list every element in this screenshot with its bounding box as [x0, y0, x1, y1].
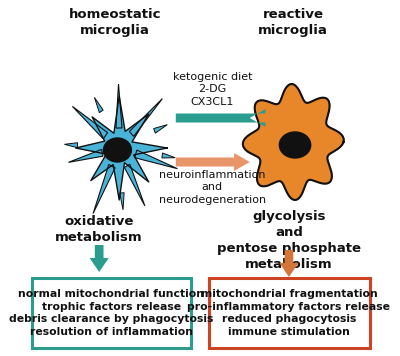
Text: normal mitochondrial function
trophic factors release
debris clearance by phagoc: normal mitochondrial function trophic fa…	[9, 289, 214, 337]
Polygon shape	[243, 84, 344, 200]
Polygon shape	[120, 193, 124, 210]
Polygon shape	[162, 153, 175, 158]
Polygon shape	[93, 164, 115, 214]
Text: oxidative
metabolism: oxidative metabolism	[55, 215, 143, 244]
Text: homeostatic
microglia: homeostatic microglia	[68, 8, 161, 37]
Text: mitochondrial fragmentation
pro-inflammatory factors release
reduced phagocytosi: mitochondrial fragmentation pro-inflamma…	[188, 289, 390, 337]
Polygon shape	[94, 98, 103, 112]
Polygon shape	[64, 143, 78, 148]
Polygon shape	[135, 150, 178, 169]
Polygon shape	[154, 125, 167, 133]
FancyBboxPatch shape	[209, 278, 370, 348]
Polygon shape	[124, 164, 145, 206]
FancyBboxPatch shape	[32, 278, 190, 348]
Polygon shape	[116, 84, 122, 128]
Polygon shape	[76, 96, 167, 200]
Ellipse shape	[279, 132, 311, 158]
Polygon shape	[279, 250, 298, 277]
Polygon shape	[68, 150, 103, 162]
Polygon shape	[176, 109, 266, 127]
Polygon shape	[90, 245, 109, 272]
Text: ketogenic diet
2-DG
CX3CL1: ketogenic diet 2-DG CX3CL1	[172, 72, 252, 107]
Polygon shape	[72, 106, 108, 139]
Text: glycolysis
and
pentose phosphate
metabolism: glycolysis and pentose phosphate metabol…	[217, 210, 361, 271]
Polygon shape	[176, 153, 250, 171]
Text: reactive
microglia: reactive microglia	[258, 8, 328, 37]
Ellipse shape	[104, 138, 131, 162]
Polygon shape	[129, 99, 162, 136]
Text: neuroinflammation
and
neurodegeneration: neuroinflammation and neurodegeneration	[159, 170, 266, 205]
